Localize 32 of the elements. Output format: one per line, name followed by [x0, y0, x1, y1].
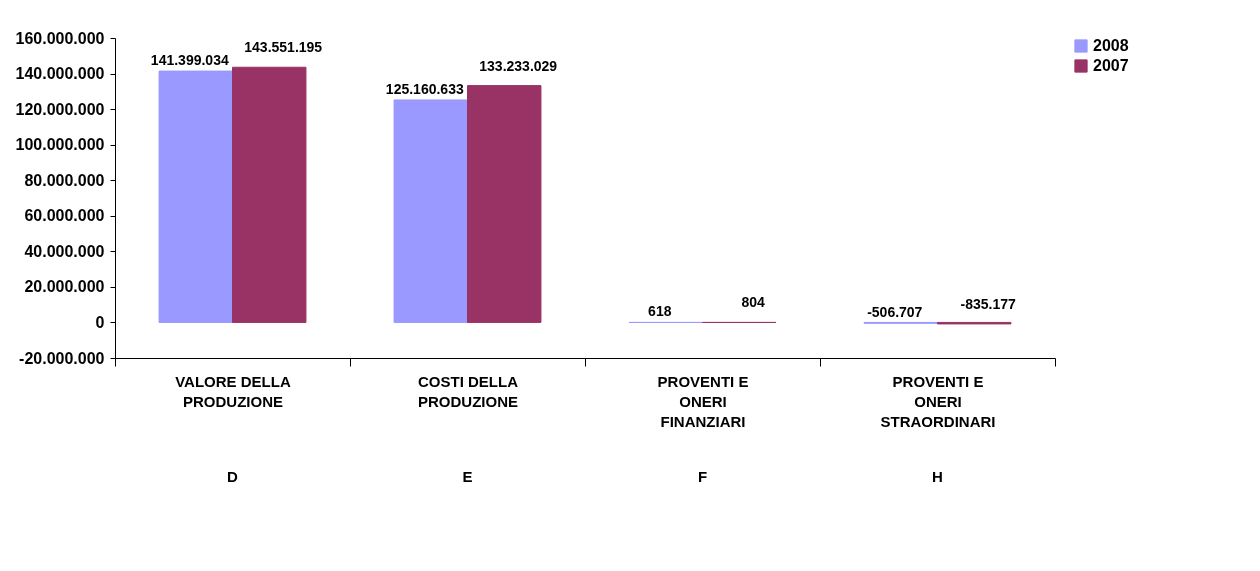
data-label: 141.399.034 [150, 52, 229, 69]
legend-label: 2008 [1093, 37, 1129, 54]
text: F [697, 468, 708, 485]
text: E [462, 468, 473, 485]
y-tick-label: -20.000.000 [19, 349, 105, 367]
data-label: 618 [648, 303, 672, 320]
bar [393, 99, 468, 323]
y-tick-label: 80.000.000 [24, 171, 105, 189]
data-label: 143.551.195 [244, 39, 323, 56]
data-label: 133.233.029 [479, 57, 558, 74]
bar [158, 70, 233, 323]
bar [467, 85, 542, 323]
bar [232, 66, 307, 323]
y-tick-label: 100.000.000 [15, 136, 105, 154]
y-tick-label: 60.000.000 [24, 207, 105, 225]
data-label: -835.177 [960, 295, 1017, 312]
x-tick-label: VALORE DELLA PRODUZIONE [175, 372, 291, 410]
y-tick-label: 160.000.000 [15, 29, 105, 47]
x-tick-label: PROVENTI E ONERI FINANZIARI [657, 372, 749, 430]
text: D [227, 468, 239, 485]
y-tick-label: 20.000.000 [24, 278, 105, 296]
text: H [932, 468, 943, 485]
y-tick-label: 40.000.000 [24, 242, 105, 260]
x-tick-label: COSTI DELLA PRODUZIONE [417, 372, 519, 410]
data-label: 125.160.633 [385, 80, 464, 97]
data-label: -506.707 [867, 304, 923, 321]
y-tick-label: 120.000.000 [15, 100, 105, 118]
x-tick-label: PROVENTI E ONERI STRAORDINARI [880, 372, 996, 430]
legend-label: 2007 [1093, 57, 1129, 74]
data-label: 804 [741, 294, 766, 311]
y-tick-label: 0 [95, 313, 105, 331]
y-tick-label: 140.000.000 [15, 65, 105, 83]
